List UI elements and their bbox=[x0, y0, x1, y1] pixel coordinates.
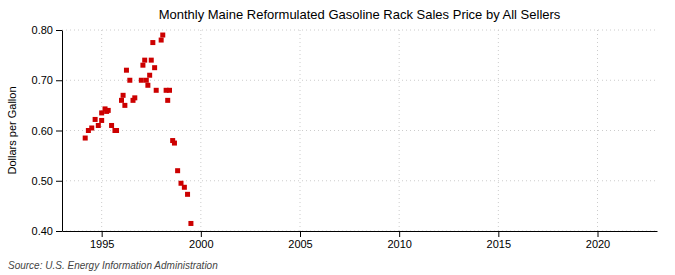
tick: 1995 bbox=[90, 231, 114, 250]
tick-mark bbox=[56, 231, 62, 232]
tick-label: 2010 bbox=[387, 238, 411, 250]
grid-line-y bbox=[62, 231, 657, 232]
tick-mark bbox=[56, 131, 62, 132]
point bbox=[182, 185, 187, 190]
tick: 0.40 bbox=[32, 225, 62, 237]
point bbox=[89, 125, 94, 130]
point bbox=[93, 117, 98, 122]
point bbox=[172, 141, 177, 146]
tick-label: 2005 bbox=[288, 238, 312, 250]
point bbox=[150, 40, 155, 45]
point bbox=[159, 38, 164, 43]
title: Monthly Maine Reformulated Gasoline Rack… bbox=[159, 7, 561, 22]
point bbox=[154, 88, 159, 93]
grid-line-x bbox=[300, 30, 301, 231]
tick-label: 0.60 bbox=[32, 125, 53, 137]
tick: 0.60 bbox=[32, 125, 62, 137]
point bbox=[119, 98, 124, 103]
point bbox=[96, 123, 101, 128]
point bbox=[127, 78, 132, 83]
point bbox=[185, 192, 190, 197]
tick-mark bbox=[56, 181, 62, 182]
point bbox=[145, 83, 150, 88]
tick-label: 0.70 bbox=[32, 74, 53, 86]
annotation: Source: U.S. Energy Information Administ… bbox=[8, 260, 218, 271]
grid-line-y bbox=[62, 130, 657, 131]
tick-label: 0.40 bbox=[32, 225, 53, 237]
point bbox=[165, 98, 170, 103]
tick-mark bbox=[56, 80, 62, 81]
point bbox=[114, 128, 119, 133]
plot: 1995 2000 2005 2010 2015 2020 0.40 0.50 0.60 0.70… bbox=[32, 24, 658, 250]
point bbox=[132, 95, 137, 100]
tick-mark bbox=[300, 231, 301, 237]
tick-mark bbox=[399, 231, 400, 237]
point bbox=[149, 58, 154, 63]
chart: 1995 2000 2005 2010 2015 2020 0.40 0.50 0.60 0.70… bbox=[0, 0, 675, 275]
point bbox=[122, 103, 127, 108]
tick-mark bbox=[56, 30, 62, 31]
y-axis-title: Dollars per Gallon bbox=[6, 86, 18, 174]
grid-line-x bbox=[200, 30, 201, 231]
tick-label: 0.80 bbox=[32, 24, 53, 36]
point bbox=[83, 136, 88, 141]
point bbox=[142, 58, 147, 63]
axis-line bbox=[62, 31, 63, 232]
tick-label: 0.50 bbox=[32, 175, 53, 187]
grid-line-y bbox=[62, 30, 657, 31]
point bbox=[109, 123, 114, 128]
tick: 2000 bbox=[189, 231, 213, 250]
grid-line-y bbox=[62, 80, 657, 81]
point bbox=[188, 221, 193, 226]
tick-label: 1995 bbox=[90, 238, 114, 250]
point bbox=[152, 65, 157, 70]
points bbox=[83, 33, 194, 226]
grid bbox=[62, 30, 657, 231]
point bbox=[167, 88, 172, 93]
point bbox=[99, 118, 104, 123]
tick-label: 2020 bbox=[586, 238, 610, 250]
tick: 2010 bbox=[387, 231, 411, 250]
point bbox=[139, 78, 144, 83]
tick-mark bbox=[598, 231, 599, 237]
tick: 0.70 bbox=[32, 74, 62, 86]
tick: 2020 bbox=[586, 231, 610, 250]
tick-mark bbox=[201, 231, 202, 237]
tick: 2015 bbox=[487, 231, 511, 250]
tick-mark bbox=[102, 231, 103, 237]
tick: 0.50 bbox=[32, 175, 62, 187]
tick-label: 2000 bbox=[189, 238, 213, 250]
tick: 2005 bbox=[288, 231, 312, 250]
point bbox=[144, 78, 149, 83]
x-axis: 1995 2000 2005 2010 2015 2020 bbox=[63, 231, 658, 250]
point bbox=[140, 63, 145, 68]
point bbox=[147, 73, 152, 78]
y-axis: 0.40 0.50 0.60 0.70 0.80 bbox=[32, 24, 63, 237]
grid-line-y bbox=[62, 180, 657, 181]
point bbox=[175, 168, 180, 173]
point bbox=[160, 33, 165, 38]
tick-mark bbox=[498, 231, 499, 237]
point bbox=[124, 68, 129, 73]
axis-line bbox=[63, 231, 658, 232]
grid-line-x bbox=[597, 30, 598, 231]
point bbox=[121, 93, 126, 98]
tick-label: 2015 bbox=[487, 238, 511, 250]
point bbox=[106, 108, 111, 113]
tick: 0.80 bbox=[32, 24, 62, 36]
